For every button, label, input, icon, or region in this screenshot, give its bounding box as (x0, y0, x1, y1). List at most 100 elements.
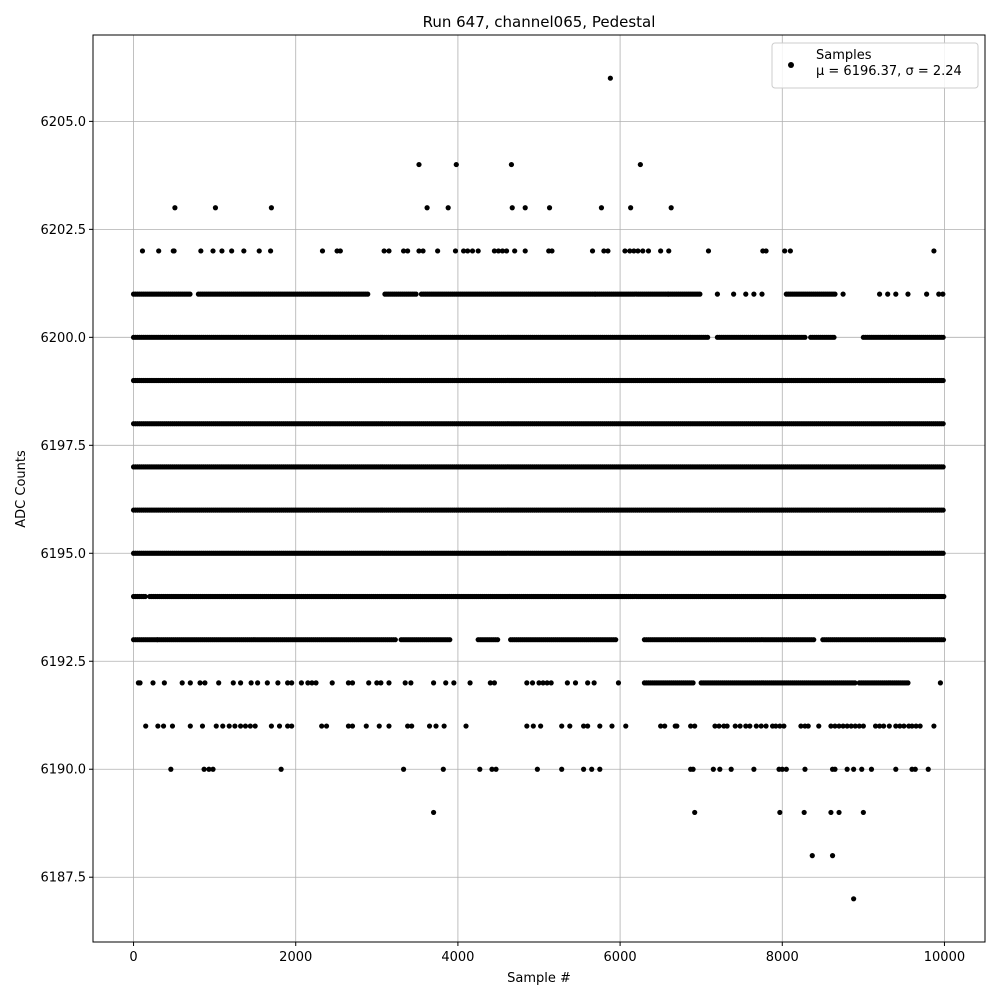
data-point (567, 723, 573, 729)
data-point (662, 723, 668, 729)
data-point (597, 723, 603, 729)
data-point (909, 723, 915, 729)
data-point (917, 723, 923, 729)
data-point (831, 334, 837, 340)
data-point (210, 766, 216, 772)
data-point (216, 680, 222, 686)
data-point (405, 248, 411, 254)
data-point (210, 248, 216, 254)
data-point (924, 291, 930, 297)
data-point (512, 248, 518, 254)
legend-stats: μ = 6196.37, σ = 2.24 (816, 64, 962, 79)
data-point (409, 723, 415, 729)
data-point (420, 248, 426, 254)
data-point (852, 723, 858, 729)
data-point (278, 766, 284, 772)
data-point (202, 680, 208, 686)
data-point (441, 723, 447, 729)
data-point (424, 205, 430, 211)
data-point (886, 723, 892, 729)
data-point (623, 723, 629, 729)
data-point (758, 723, 764, 729)
data-point (237, 723, 244, 729)
x-axis-label: Sample # (507, 971, 571, 986)
data-point (716, 723, 722, 729)
data-point (559, 723, 565, 729)
data-point (631, 248, 637, 254)
data-point (255, 680, 261, 686)
data-point (728, 766, 734, 772)
data-point (893, 723, 899, 729)
data-point (309, 680, 315, 686)
data-point (168, 766, 174, 772)
data-point (840, 723, 846, 729)
data-point (613, 637, 619, 643)
data-point (160, 723, 167, 729)
data-point (658, 248, 664, 254)
data-point (589, 766, 595, 772)
data-point (609, 723, 615, 729)
data-point (802, 334, 808, 340)
data-point (453, 161, 459, 168)
data-point (851, 896, 857, 902)
data-point (161, 680, 167, 686)
data-point (589, 248, 596, 254)
data-point (548, 680, 554, 686)
data-point (495, 637, 501, 643)
data-point (559, 766, 565, 772)
data-point (893, 766, 899, 772)
data-point (605, 248, 611, 254)
data-point (416, 248, 422, 254)
data-point (714, 291, 721, 297)
data-point (366, 680, 372, 686)
data-point (737, 723, 743, 729)
data-point (206, 766, 212, 772)
y-axis-ticks: 6187.5 6190.0 6192.5 6195.0 6197.5 6200.0 6202… (41, 115, 93, 886)
data-point (832, 291, 838, 297)
data-point (197, 680, 203, 686)
data-point (237, 680, 244, 686)
data-point (313, 680, 319, 686)
data-point (732, 723, 738, 729)
data-point (433, 723, 439, 729)
data-point (276, 723, 283, 729)
data-point (544, 680, 550, 686)
data-point (187, 680, 193, 686)
data-point (139, 248, 146, 254)
data-point (524, 723, 530, 729)
data-point (627, 248, 633, 254)
data-point (597, 766, 603, 772)
data-point (416, 161, 422, 168)
data-point (779, 766, 785, 772)
data-point (242, 723, 249, 729)
data-point (256, 248, 262, 254)
x-tick-label: 2000 (279, 950, 312, 965)
data-point (591, 680, 597, 686)
data-point (386, 248, 392, 254)
data-point (697, 291, 703, 297)
data-point (229, 248, 235, 254)
data-point (607, 75, 613, 81)
data-point (905, 680, 911, 686)
data-point (289, 680, 295, 686)
data-point (585, 680, 591, 686)
data-point (941, 593, 947, 600)
data-point (585, 723, 591, 729)
data-point (374, 680, 380, 686)
data-point (247, 723, 253, 729)
data-point (581, 766, 587, 772)
data-point (940, 507, 946, 513)
data-point (940, 291, 946, 297)
data-point (751, 766, 757, 772)
data-point (477, 766, 483, 772)
data-point (763, 723, 769, 729)
data-point (426, 723, 433, 729)
data-point (469, 248, 476, 254)
data-point (509, 205, 515, 211)
data-point (381, 248, 387, 254)
data-point (232, 723, 238, 729)
data-point (844, 723, 850, 729)
data-point (783, 766, 789, 772)
data-point (264, 680, 270, 686)
data-point (637, 161, 643, 168)
